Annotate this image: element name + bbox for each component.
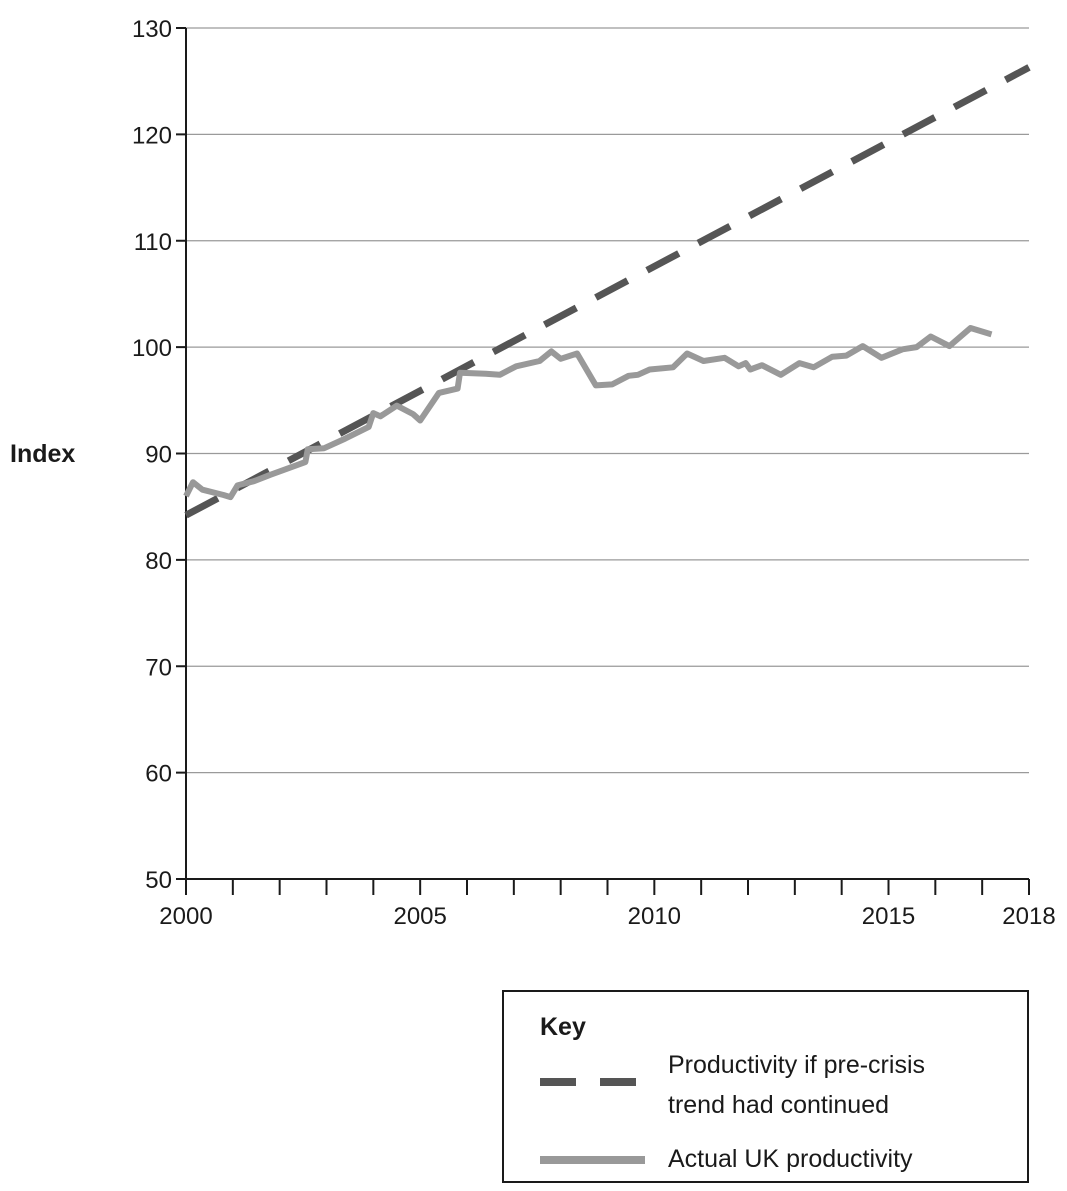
x-tick-label-2018: 2018 bbox=[1002, 903, 1055, 930]
series-lines bbox=[183, 64, 1031, 519]
x-tick-label-2015: 2015 bbox=[862, 903, 915, 930]
gridlines bbox=[186, 27, 1029, 774]
tick-marks bbox=[176, 27, 1030, 895]
y-tick-label-90: 90 bbox=[145, 442, 172, 469]
y-tick-label-60: 60 bbox=[145, 761, 172, 788]
y-axis-title: Index bbox=[10, 440, 75, 468]
x-tick-label-2000: 2000 bbox=[159, 903, 212, 930]
legend: Key Productivity if pre-crisis trend had… bbox=[502, 990, 1029, 1183]
y-tick-label-110: 110 bbox=[134, 229, 172, 256]
series-line-trend bbox=[184, 64, 1031, 519]
y-tick-label-100: 100 bbox=[132, 335, 172, 362]
series-line-actual bbox=[183, 325, 993, 501]
tick-labels: 50 60 70 80 90 100 110 120 130 2000 2005 2010 2015 20… bbox=[132, 16, 1056, 930]
y-tick-label-120: 120 bbox=[132, 122, 172, 149]
legend-title: Key bbox=[540, 1013, 586, 1041]
x-tick-label-2005: 2005 bbox=[393, 903, 446, 930]
y-tick-label-50: 50 bbox=[145, 867, 172, 894]
x-tick-label-2010: 2010 bbox=[628, 903, 681, 930]
legend-label-trend-line-2: trend had continued bbox=[668, 1091, 889, 1119]
legend-label-trend-line-1: Productivity if pre-crisis bbox=[668, 1051, 925, 1079]
legend-box bbox=[502, 990, 1029, 1183]
y-tick-label-130: 130 bbox=[132, 16, 172, 43]
legend-label-actual: Actual UK productivity bbox=[668, 1145, 913, 1173]
y-tick-label-70: 70 bbox=[145, 654, 172, 681]
y-tick-label-80: 80 bbox=[145, 548, 172, 575]
